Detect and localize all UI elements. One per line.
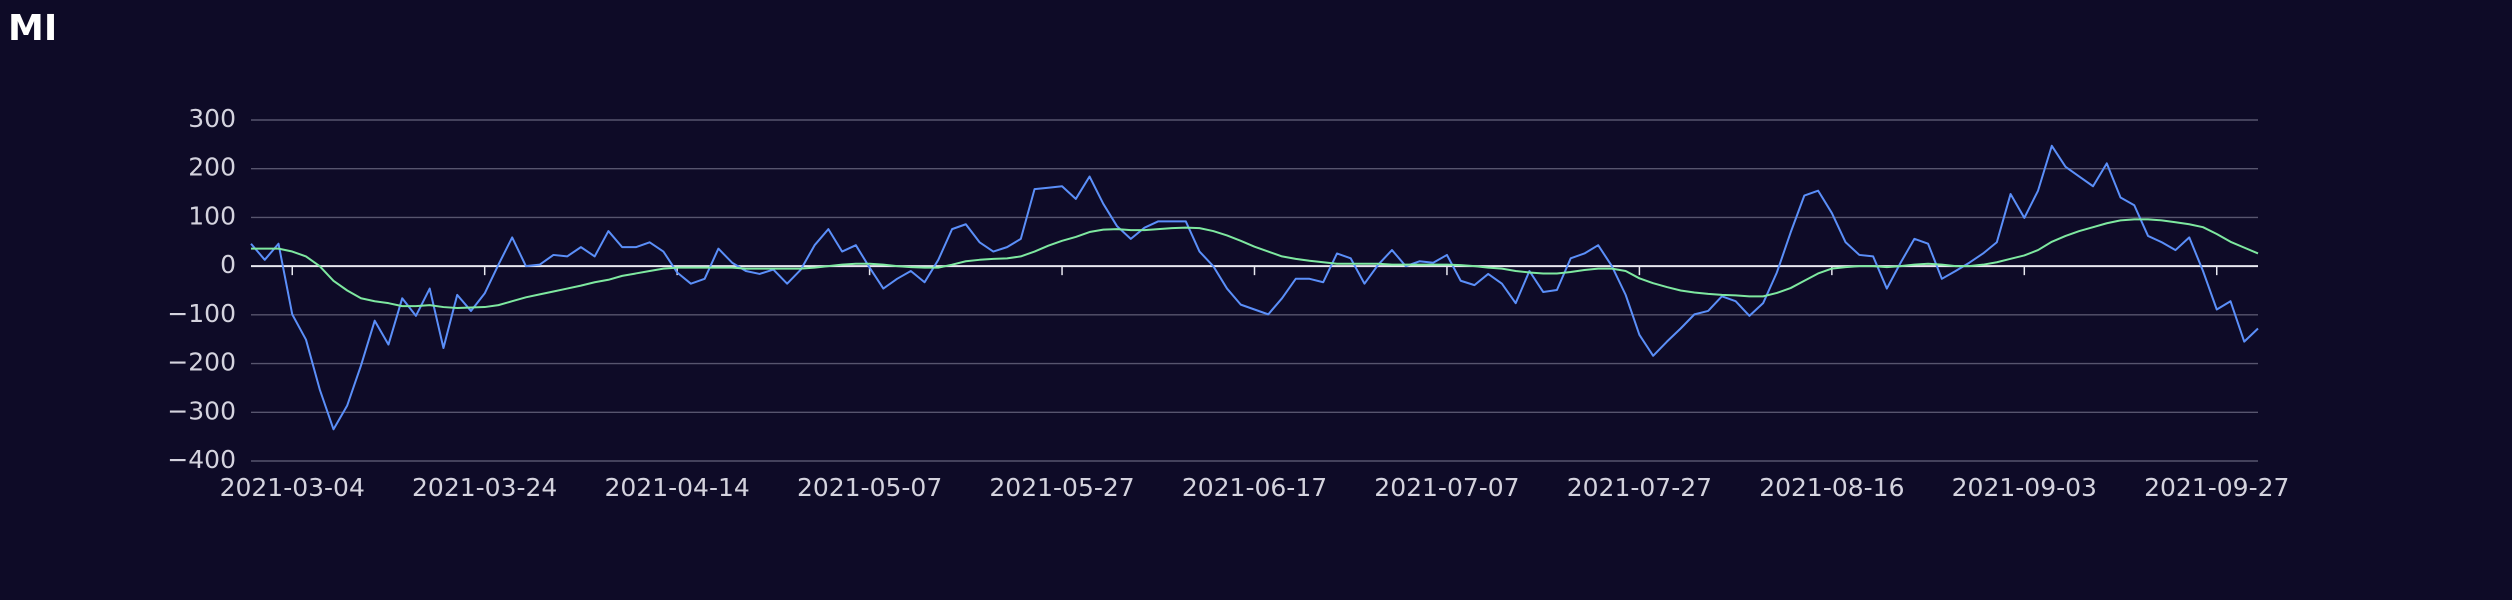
x-tick-label: 2021-04-14 bbox=[604, 473, 749, 502]
y-tick-label: 100 bbox=[188, 201, 236, 230]
x-tick-label: 2021-09-27 bbox=[2144, 473, 2289, 502]
y-tick-label: 0 bbox=[220, 250, 236, 279]
x-tick-label: 2021-05-27 bbox=[989, 473, 1134, 502]
y-tick-label: 300 bbox=[188, 104, 236, 133]
y-tick-label: −100 bbox=[167, 299, 236, 328]
x-tick-label: 2021-09-03 bbox=[1952, 473, 2097, 502]
y-tick-label: −200 bbox=[167, 348, 236, 377]
x-tick-label: 2021-03-04 bbox=[220, 473, 365, 502]
x-tick-label: 2021-05-07 bbox=[797, 473, 942, 502]
y-tick-label: −300 bbox=[167, 396, 236, 425]
x-tick-label: 2021-08-16 bbox=[1759, 473, 1904, 502]
chart-title: MI bbox=[8, 8, 57, 49]
series-line bbox=[251, 218, 2259, 310]
series-line bbox=[250, 144, 2259, 431]
x-tick-label: 2021-07-07 bbox=[1374, 473, 1519, 502]
y-tick-label: −400 bbox=[167, 445, 236, 474]
x-tick-label: 2021-03-24 bbox=[412, 473, 557, 502]
y-tick-label: 200 bbox=[188, 153, 236, 182]
x-tick-label: 2021-06-17 bbox=[1182, 473, 1327, 502]
x-tick-label: 2021-07-27 bbox=[1567, 473, 1712, 502]
